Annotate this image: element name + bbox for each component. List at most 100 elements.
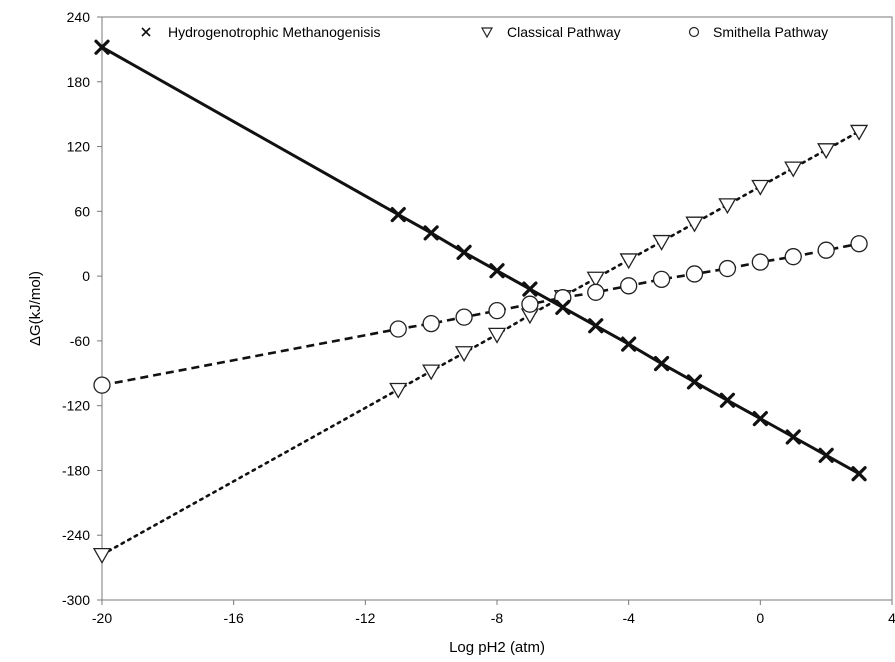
- x-tick-label: -8: [491, 610, 504, 626]
- data-point: [454, 346, 474, 363]
- data-point: [849, 124, 869, 141]
- data-point: [718, 198, 737, 215]
- marker-shape: [850, 235, 868, 253]
- y-axis-label: ΔG(kJ/mol): [27, 271, 44, 346]
- marker-stroke: [456, 244, 472, 260]
- data-point: [488, 302, 506, 320]
- x-axis-label: Log pH2 (atm): [449, 639, 545, 656]
- data-point: [588, 318, 604, 334]
- series-line-x: [101, 45, 860, 476]
- data-point: [653, 355, 670, 372]
- x-tick-label: 4: [888, 610, 895, 626]
- marker-shape: [784, 248, 802, 266]
- marker-shape: [652, 234, 671, 251]
- marker-shape: [784, 161, 803, 178]
- data-point: [555, 299, 571, 316]
- legend-label: Classical Pathway: [507, 24, 621, 40]
- data-point: [785, 429, 801, 445]
- series-layer: [92, 39, 869, 564]
- series-markers-x: [94, 39, 867, 482]
- marker-stroke: [555, 299, 571, 316]
- x-tick-label: -4: [622, 610, 635, 626]
- data-point: [422, 314, 440, 333]
- x-tick-label: 0: [756, 610, 764, 626]
- y-tick-label: -300: [62, 592, 90, 608]
- series-markers-circle: [93, 235, 868, 394]
- data-point: [850, 235, 868, 253]
- marker-shape: [751, 253, 769, 271]
- data-point: [685, 265, 704, 283]
- data-point: [652, 270, 671, 289]
- marker-shape: [488, 302, 506, 320]
- marker-stroke: [489, 263, 505, 279]
- marker-shape: [718, 198, 737, 215]
- data-point: [652, 234, 671, 251]
- data-point: [784, 248, 802, 266]
- marker-stroke: [851, 466, 867, 482]
- data-point: [619, 253, 638, 270]
- data-point: [390, 206, 406, 223]
- marker-shape: [849, 124, 869, 141]
- data-point: [817, 241, 835, 259]
- marker-shape: [718, 259, 737, 278]
- data-point: [389, 320, 407, 338]
- marker-stroke: [390, 206, 406, 223]
- data-point: [851, 466, 867, 482]
- marker-shape: [817, 143, 836, 160]
- data-point: [621, 336, 637, 352]
- y-tick-label: 180: [67, 74, 91, 90]
- y-tick-label: -240: [62, 527, 90, 543]
- marker-stroke: [686, 374, 703, 390]
- marker-shape: [586, 271, 605, 288]
- marker-shape: [620, 277, 638, 295]
- y-tick-label: 120: [67, 139, 91, 155]
- data-point: [423, 225, 439, 241]
- y-tick-label: 240: [67, 9, 91, 25]
- data-point: [93, 376, 111, 394]
- legend-marker: [688, 26, 700, 38]
- marker-shape: [487, 327, 507, 344]
- marker-shape: [619, 253, 638, 270]
- data-point: [521, 295, 539, 313]
- marker-stroke: [785, 429, 801, 445]
- marker-shape: [455, 308, 473, 326]
- marker-shape: [389, 382, 408, 399]
- marker-shape: [454, 346, 474, 363]
- y-tick-label: 60: [74, 203, 90, 219]
- data-point: [389, 382, 408, 399]
- y-tick-label: -60: [70, 333, 90, 349]
- data-point: [751, 179, 770, 196]
- marker-shape: [92, 548, 112, 564]
- data-point: [586, 271, 605, 288]
- series-line-triangle-down: [100, 130, 861, 557]
- data-point: [422, 364, 441, 381]
- data-point: [620, 277, 638, 295]
- data-point: [456, 244, 472, 260]
- data-point: [719, 392, 736, 408]
- marker-stroke: [423, 225, 439, 241]
- marker-shape: [685, 216, 704, 233]
- data-point: [686, 374, 703, 390]
- marker-stroke: [621, 336, 637, 352]
- data-point: [685, 216, 704, 233]
- data-point: [817, 143, 836, 160]
- legend-marker: [141, 27, 151, 37]
- y-tick-label: -120: [62, 398, 90, 414]
- marker-stroke: [752, 411, 768, 427]
- legend-label: Hydrogenotrophic Methanogenisis: [168, 24, 380, 40]
- legend: Hydrogenotrophic Methanogenisis Classical…: [141, 24, 828, 40]
- marker-stroke: [653, 355, 670, 372]
- legend-item: Smithella Pathway: [688, 24, 828, 40]
- legend-item: Hydrogenotrophic Methanogenisis: [141, 24, 380, 40]
- marker-shape: [587, 283, 605, 301]
- data-point: [587, 283, 605, 301]
- x-tick-label: -20: [92, 610, 112, 626]
- marker-shape: [93, 376, 111, 394]
- data-point: [718, 259, 737, 278]
- legend-label: Smithella Pathway: [713, 24, 828, 40]
- marker-stroke: [522, 281, 538, 297]
- series-line-circle: [101, 242, 860, 387]
- marker-shape: [521, 295, 539, 313]
